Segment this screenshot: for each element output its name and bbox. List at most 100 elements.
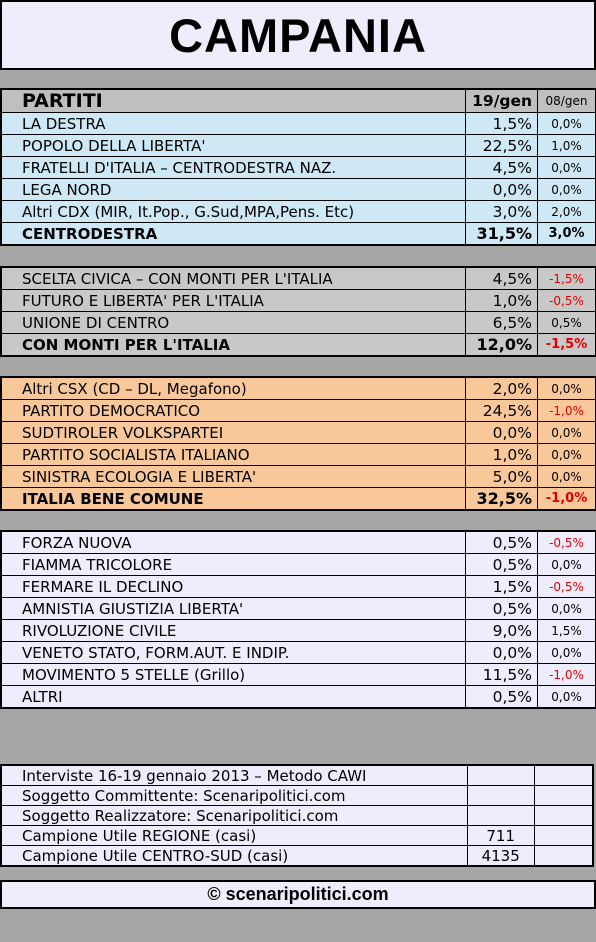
table-row: Altri CDX (MIR, It.Pop., G.Sud,MPA,Pens.…: [0, 200, 596, 223]
total-row: ITALIA BENE COMUNE 32,5% -1,0%: [0, 487, 596, 511]
party-change: -0,5%: [537, 289, 596, 312]
header-party: PARTITI: [0, 88, 466, 113]
table-row: SCELTA CIVICA – CON MONTI PER L'ITALIA 4…: [0, 266, 596, 290]
party-change: 0,0%: [537, 597, 596, 620]
total-row: CENTRODESTRA 31,5% 3,0%: [0, 222, 596, 246]
coalition-change: -1,0%: [537, 487, 596, 511]
party-name: PARTITO DEMOCRATICO: [0, 399, 466, 422]
table-row: UNIONE DI CENTRO 6,5% 0,5%: [0, 311, 596, 334]
info-label: Soggetto Committente: Scenaripolitici.co…: [0, 785, 468, 806]
party-value: 0,5%: [465, 685, 538, 709]
party-name: Altri CSX (CD – DL, Megafono): [0, 376, 466, 400]
coalition-value: 32,5%: [465, 487, 538, 511]
party-value: 0,5%: [465, 553, 538, 576]
header-prev: 08/gen: [537, 88, 596, 113]
party-value: 1,0%: [465, 289, 538, 312]
info-value: [466, 785, 535, 806]
table-row: VENETO STATO, FORM.AUT. E INDIP. 0,0% 0,…: [0, 641, 596, 664]
table-row: Altri CSX (CD – DL, Megafono) 2,0% 0,0%: [0, 376, 596, 400]
footer-text: © scenaripolitici.com: [207, 884, 389, 904]
party-value: 1,5%: [465, 112, 538, 135]
info-value: [466, 764, 535, 786]
party-change: 1,5%: [537, 619, 596, 642]
party-value: 6,5%: [465, 311, 538, 334]
centrodestra-table: PARTITI 19/gen 08/gen LA DESTRA 1,5% 0,0…: [0, 88, 596, 246]
region-title: CAMPANIA: [169, 8, 427, 62]
info-value: 4135: [466, 845, 535, 867]
table-row: FERMARE IL DECLINO 1,5% -0,5%: [0, 575, 596, 598]
party-name: ALTRI: [0, 685, 466, 709]
party-value: 2,0%: [465, 376, 538, 400]
table-row: PARTITO DEMOCRATICO 24,5% -1,0%: [0, 399, 596, 422]
info-row: Campione Utile CENTRO-SUD (casi) 4135: [0, 845, 594, 867]
info-empty: [533, 764, 594, 786]
party-name: MOVIMENTO 5 STELLE (Grillo): [0, 663, 466, 686]
party-name: PARTITO SOCIALISTA ITALIANO: [0, 443, 466, 466]
party-value: 4,5%: [465, 156, 538, 179]
info-value: [466, 805, 535, 826]
party-value: 0,5%: [465, 530, 538, 554]
party-change: -1,0%: [537, 663, 596, 686]
table-row: FIAMMA TRICOLORE 0,5% 0,0%: [0, 553, 596, 576]
centrosinistra-table: Altri CSX (CD – DL, Megafono) 2,0% 0,0% …: [0, 376, 596, 511]
party-value: 0,0%: [465, 178, 538, 201]
party-value: 24,5%: [465, 399, 538, 422]
info-row: Soggetto Committente: Scenaripolitici.co…: [0, 785, 594, 806]
party-name: VENETO STATO, FORM.AUT. E INDIP.: [0, 641, 466, 664]
page-title: CAMPANIA: [0, 0, 596, 70]
coalition-change: -1,5%: [537, 333, 596, 357]
party-name: POPOLO DELLA LIBERTA': [0, 134, 466, 157]
party-name: FORZA NUOVA: [0, 530, 466, 554]
party-value: 1,0%: [465, 443, 538, 466]
party-change: -1,0%: [537, 399, 596, 422]
table-row: FRATELLI D'ITALIA – CENTRODESTRA NAZ. 4,…: [0, 156, 596, 179]
survey-info-table: Interviste 16-19 gennaio 2013 – Metodo C…: [0, 764, 594, 867]
party-change: 0,0%: [537, 178, 596, 201]
party-name: SUDTIROLER VOLKSPARTEI: [0, 421, 466, 444]
total-row: CON MONTI PER L'ITALIA 12,0% -1,5%: [0, 333, 596, 357]
party-change: -1,5%: [537, 266, 596, 290]
party-change: 2,0%: [537, 200, 596, 223]
coalition-value: 31,5%: [465, 222, 538, 246]
table-row: SINISTRA ECOLOGIA E LIBERTA' 5,0% 0,0%: [0, 465, 596, 488]
info-label: Campione Utile CENTRO-SUD (casi): [0, 845, 468, 867]
table-row: RIVOLUZIONE CIVILE 9,0% 1,5%: [0, 619, 596, 642]
info-row: Interviste 16-19 gennaio 2013 – Metodo C…: [0, 764, 594, 786]
party-change: -0,5%: [537, 530, 596, 554]
party-change: 0,0%: [537, 685, 596, 709]
info-label: Interviste 16-19 gennaio 2013 – Metodo C…: [0, 764, 468, 786]
party-name: UNIONE DI CENTRO: [0, 311, 466, 334]
party-value: 4,5%: [465, 266, 538, 290]
table-row: LEGA NORD 0,0% 0,0%: [0, 178, 596, 201]
party-value: 11,5%: [465, 663, 538, 686]
coalition-name: CENTRODESTRA: [0, 222, 466, 246]
party-name: SINISTRA ECOLOGIA E LIBERTA': [0, 465, 466, 488]
other-parties-table: FORZA NUOVA 0,5% -0,5% FIAMMA TRICOLORE …: [0, 530, 596, 709]
party-value: 22,5%: [465, 134, 538, 157]
info-empty: [533, 825, 594, 846]
party-value: 0,0%: [465, 641, 538, 664]
party-change: 0,5%: [537, 311, 596, 334]
table-row: POPOLO DELLA LIBERTA' 22,5% 1,0%: [0, 134, 596, 157]
info-empty: [533, 805, 594, 826]
party-value: 0,5%: [465, 597, 538, 620]
party-value: 3,0%: [465, 200, 538, 223]
info-label: Campione Utile REGIONE (casi): [0, 825, 468, 846]
coalition-name: ITALIA BENE COMUNE: [0, 487, 466, 511]
table-row: PARTITO SOCIALISTA ITALIANO 1,0% 0,0%: [0, 443, 596, 466]
party-change: 0,0%: [537, 112, 596, 135]
table-row: FORZA NUOVA 0,5% -0,5%: [0, 530, 596, 554]
party-name: LA DESTRA: [0, 112, 466, 135]
info-empty: [533, 845, 594, 867]
coalition-change: 3,0%: [537, 222, 596, 246]
info-row: Campione Utile REGIONE (casi) 711: [0, 825, 594, 846]
party-change: 0,0%: [537, 553, 596, 576]
party-change: -0,5%: [537, 575, 596, 598]
party-value: 5,0%: [465, 465, 538, 488]
info-label: Soggetto Realizzatore: Scenaripolitici.c…: [0, 805, 468, 826]
coalition-name: CON MONTI PER L'ITALIA: [0, 333, 466, 357]
monti-table: SCELTA CIVICA – CON MONTI PER L'ITALIA 4…: [0, 266, 596, 357]
header-current: 19/gen: [465, 88, 538, 113]
party-change: 0,0%: [537, 421, 596, 444]
party-name: FRATELLI D'ITALIA – CENTRODESTRA NAZ.: [0, 156, 466, 179]
